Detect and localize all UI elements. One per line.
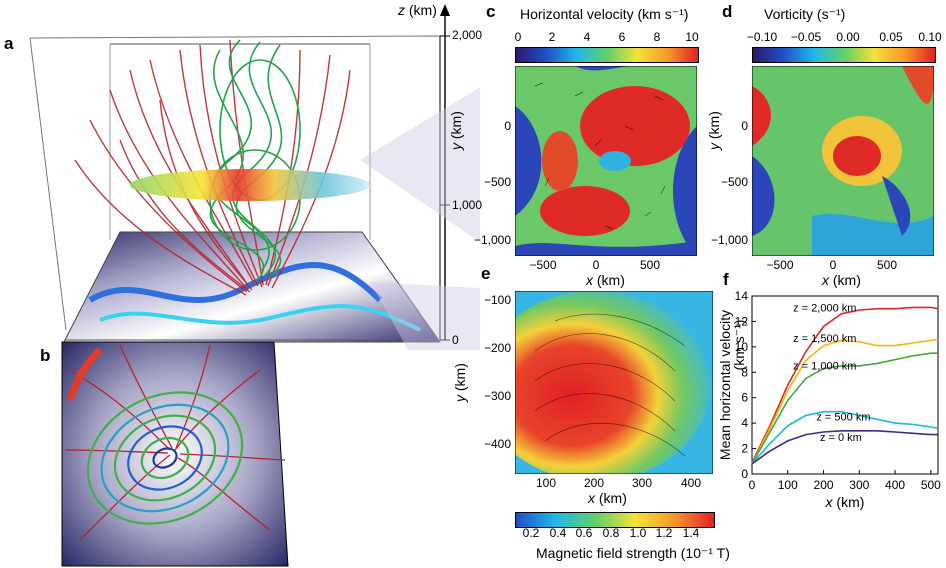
series-label-0: z = 2,000 km [793,302,856,314]
z-axis-label: z (km) [398,2,437,18]
series-label-4: z = 0 km [820,432,862,444]
series-line-4 [751,430,938,465]
panel-label-d: d [722,2,733,21]
floor-slice-ribbon [88,262,383,303]
vorticity-y-tick-0: 0 [741,119,748,133]
vorticity-x-tick-2: 500 [876,258,898,272]
y-tick-label-7: 14 [735,289,749,303]
panel-label-f: f [723,270,729,289]
vorticity-y-tick-2: −1,000 [710,233,748,247]
velocity-colorbar-tick-0: 0 [514,30,522,44]
field-colorbar-tick-2: 0.6 [575,526,593,540]
field-x-tick-0: 100 [535,476,557,490]
field-colorbar-tick-6: 1.4 [682,526,700,540]
field-colorbar-tick-3: 0.8 [602,526,620,540]
horizontal-slice [130,169,370,201]
y-tick-label-6: 12 [735,314,749,328]
velocity-colorbar-tick-2: 4 [583,30,591,44]
field-y-tick-3: −400 [483,437,511,451]
vorticity-colorbar-tick-1: −0.05 [790,30,822,44]
z-tick-0: 0 [452,333,459,347]
field-colorbar-tick-4: 1.0 [629,526,647,540]
magnetic-field-map [515,291,713,474]
x-tick-label-2: 200 [814,478,834,492]
field-y-tick-2: −300 [483,389,511,403]
x-tick-label-1: 100 [778,478,798,492]
panel-label-e: e [481,264,491,283]
velocity-y-tick-2: −1,000 [473,233,511,247]
field-colorbar-tick-5: 1.2 [655,526,673,540]
chart-frame [751,295,939,475]
colorbar-velocity [515,47,699,63]
series-label-1: z = 1,500 km [793,333,856,345]
y-tick-label-1: 2 [741,442,748,456]
field-x-tick-1: 200 [583,476,605,490]
velocity-colorbar-tick-1: 2 [548,30,556,44]
panel-label-b: b [40,346,51,365]
vorticity-x-axis-label: x (km) [822,272,861,288]
velocity-y-axis-label: y (km) [448,111,464,150]
closeup-field-lines [61,341,289,567]
velocity-colorbar-tick-3: 6 [618,30,626,44]
field-y-tick-1: −200 [483,341,511,355]
vorticity-y-tick-1: −500 [720,175,748,189]
vorticity-x-tick-1: 0 [829,258,837,272]
x-tick-label-4: 400 [885,478,905,492]
vorticity-colorbar-tick-0: −0.10 [746,30,778,44]
field-colorbar-tick-1: 0.4 [549,526,567,540]
vorticity-colorbar-tick-3: 0.05 [879,30,903,44]
colorbar-vorticity [752,47,936,63]
series-line-3 [751,410,939,465]
field-x-tick-3: 400 [680,476,702,490]
velocity-y-tick-0: 0 [504,119,511,133]
velocity-map [515,66,697,256]
velocity-colorbar-tick-4: 8 [653,30,661,44]
vorticity-colorbar-tick-4: 0.10 [918,30,942,44]
colorbar-magnetic-field [515,512,715,528]
vorticity-y-axis-label: y (km) [706,111,722,150]
chart-x-axis-label: x (km) [825,494,865,510]
y-tick-label-3: 6 [741,391,748,405]
velocity-x-tick-2: 500 [639,258,661,272]
panel-label-a: a [4,34,14,53]
z-tick-1000: 1,000 [452,198,483,212]
series-label-3: z = 500 km [816,412,870,424]
velocity-x-tick-1: 0 [592,258,600,272]
colorbar-title-velocity: Horizontal velocity (km s⁻¹) [520,6,689,22]
mean-velocity-chart: 0 2 4 6 8 10 12 14 0 100 200 300 400 500 x (km) Mean ho… [720,289,941,510]
field-colorbar-tick-0: 0.2 [522,526,540,540]
series-line-0 [751,306,939,463]
vorticity-x-tick-0: −500 [766,258,794,272]
colorbar-title-magnetic-field: Magnetic field strength (10⁻¹ T) [536,545,730,561]
velocity-y-tick-1: −500 [483,175,511,189]
velocity-x-tick-0: −500 [529,258,557,272]
simulation-box-3d [29,4,480,350]
field-x-tick-2: 300 [631,476,653,490]
y-tick-label-2: 4 [741,416,748,430]
y-tick-label-0: 0 [741,467,748,481]
field-y-tick-0: −100 [483,293,511,307]
vorticity-colorbar-tick-2: 0.00 [836,30,860,44]
chart-y-axis-unit: (km s⁻¹) [731,320,747,371]
series-line-1 [751,338,939,465]
colorbar-title-vorticity: Vorticity (s⁻¹) [764,6,846,22]
series-label-2: z = 1,000 km [793,361,856,373]
vorticity-map [752,66,934,256]
field-x-axis-label: x (km) [588,490,627,506]
y-tick-label-5: 10 [735,340,749,354]
panel-label-c: c [486,2,496,21]
x-tick-label-3: 300 [849,478,869,492]
x-tick-label-0: 0 [749,478,756,492]
velocity-colorbar-tick-5: 10 [685,30,699,44]
x-tick-label-5: 500 [921,478,941,492]
z-tick-2000: 2,000 [452,28,483,42]
field-y-axis-label: y (km) [452,363,468,402]
chart-y-axis-label: Mean horizontal velocity [720,310,733,460]
y-tick-label-4: 8 [741,365,748,379]
series-line-2 [751,352,938,465]
velocity-x-axis-label: x (km) [586,272,625,288]
